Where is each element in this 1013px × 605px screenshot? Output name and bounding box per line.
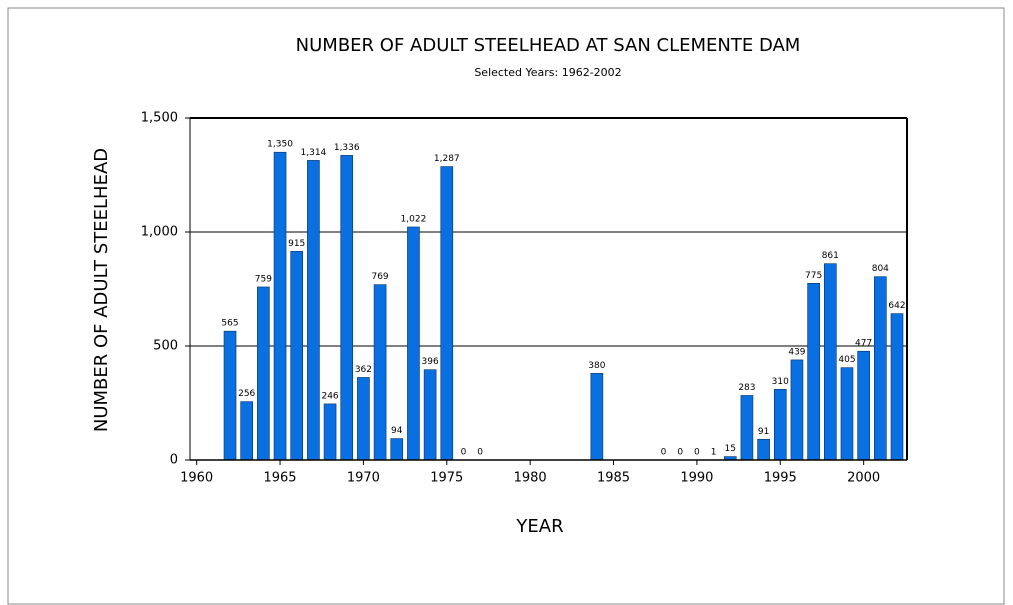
data-label: 1,350 (267, 140, 293, 150)
data-label: 0 (461, 448, 467, 458)
bar (874, 276, 887, 461)
data-label: 1,022 (401, 214, 427, 224)
bar (423, 369, 437, 461)
y-tick-label: 1,500 (141, 111, 178, 126)
chart-subtitle: Selected Years: 1962-2002 (474, 66, 621, 79)
x-tick-label: 1990 (680, 471, 713, 486)
bar (257, 286, 270, 461)
bar (307, 160, 320, 461)
data-label: 283 (738, 383, 755, 393)
data-label: 769 (371, 272, 388, 282)
bar (590, 373, 604, 461)
bar (273, 151, 287, 461)
bar (323, 403, 337, 461)
data-label: 804 (872, 264, 889, 274)
x-tick-label: 1960 (180, 471, 213, 486)
data-label: 477 (855, 339, 872, 349)
data-label: 759 (255, 274, 272, 284)
data-label: 15 (725, 444, 736, 454)
y-tick-label: 500 (153, 339, 178, 354)
data-label: 915 (288, 239, 305, 249)
data-label: 362 (355, 365, 372, 375)
x-tick-label: 1975 (430, 471, 463, 486)
data-label: 1,314 (301, 148, 327, 158)
bar (373, 284, 387, 461)
bar (223, 330, 237, 461)
bar (407, 226, 420, 461)
frame (7, 7, 1005, 605)
chart-title: NUMBER OF ADULT STEELHEAD AT SAN CLEMENT… (296, 35, 801, 56)
data-label: 0 (661, 448, 667, 458)
bar (807, 282, 820, 461)
data-label: 0 (694, 448, 700, 458)
data-label: 405 (838, 355, 855, 365)
bar (840, 367, 854, 461)
data-label: 246 (321, 391, 338, 401)
x-tick-label: 1965 (263, 471, 296, 486)
x-axis-label: YEAR (515, 516, 563, 537)
bar (390, 438, 404, 461)
data-label: 0 (677, 448, 683, 458)
bar (857, 350, 870, 461)
data-label: 380 (588, 361, 605, 371)
bar (773, 389, 787, 461)
bar (440, 166, 454, 461)
x-tick-label: 1995 (764, 471, 797, 486)
data-label: 91 (758, 427, 769, 437)
data-label: 396 (422, 357, 439, 367)
bar (823, 263, 837, 461)
x-tick-label: 1970 (347, 471, 380, 486)
x-tick-label: 2000 (847, 471, 880, 486)
bar (240, 401, 253, 461)
data-label: 1,287 (434, 154, 460, 164)
bar (340, 155, 354, 461)
data-label: 310 (772, 377, 789, 387)
bar (790, 359, 804, 461)
data-label: 861 (822, 251, 839, 261)
data-label: 0 (477, 448, 483, 458)
x-tick-label: 1980 (514, 471, 547, 486)
y-axis-label: NUMBER OF ADULT STEELHEAD (91, 148, 112, 432)
data-label: 256 (238, 389, 255, 399)
y-tick-label: 0 (170, 453, 178, 468)
y-tick-label: 1,000 (141, 225, 178, 240)
data-label: 775 (805, 271, 822, 281)
data-label: 1,336 (334, 143, 360, 153)
bar (757, 438, 770, 461)
data-label: 94 (391, 426, 403, 436)
bar (357, 377, 370, 461)
data-label: 565 (221, 319, 238, 329)
data-label: 1 (711, 447, 717, 457)
data-label: 642 (888, 301, 905, 311)
bar (740, 395, 754, 461)
x-tick-label: 1985 (597, 471, 630, 486)
data-label: 439 (788, 347, 805, 357)
bar (890, 313, 904, 461)
bar (290, 251, 304, 461)
